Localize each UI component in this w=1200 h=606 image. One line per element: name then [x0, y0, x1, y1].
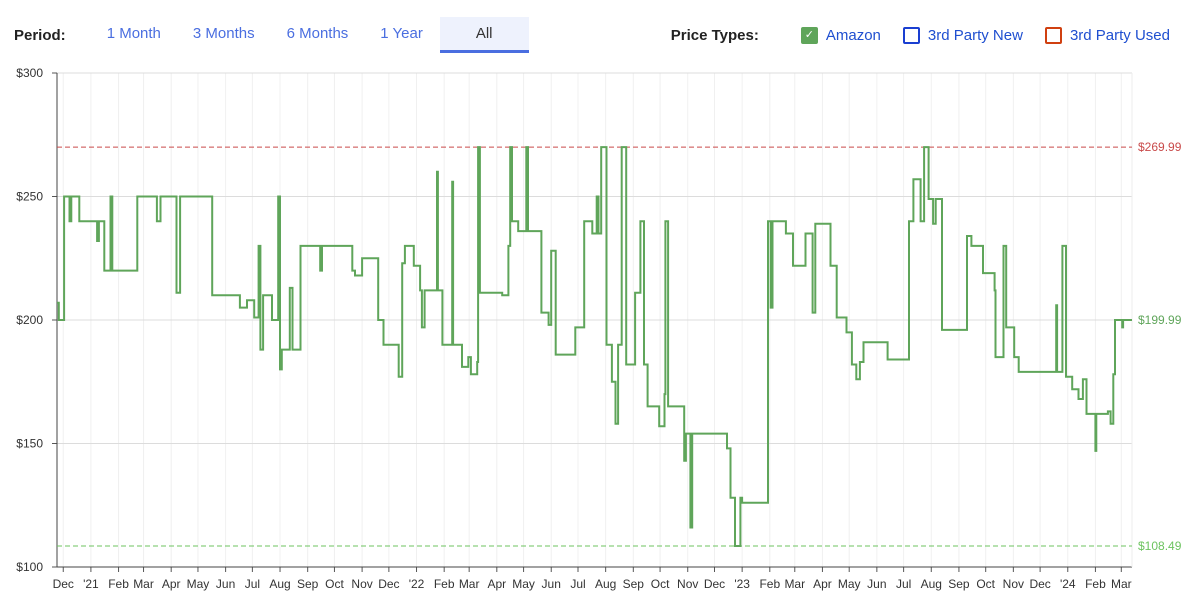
price-types-label: Price Types: [670, 26, 759, 44]
x-tick-label: Nov [1003, 577, 1024, 591]
period-1-year-button[interactable]: 1 Year [380, 25, 423, 42]
y-tick-label: $100 [16, 560, 43, 574]
price-type-3rd-party-used[interactable]: 3rd Party Used [1044, 26, 1170, 44]
price-type-label: Amazon [825, 26, 881, 44]
highest-price-label: $269.99 [1138, 140, 1182, 154]
x-tick-label: May [187, 577, 210, 591]
x-tick-label: '24 [1060, 577, 1076, 591]
period-3-months-button[interactable]: 3 Months [192, 25, 255, 42]
x-tick-label: Feb [108, 577, 129, 591]
x-tick-label: Apr [813, 577, 832, 591]
checkbox-unchecked-icon[interactable] [1044, 26, 1062, 44]
period-1-month-button[interactable]: 1 Month [106, 25, 161, 42]
current-price-label: $199.99 [1138, 313, 1182, 327]
x-tick-label: Jun [867, 577, 886, 591]
price-types-legend: Price Types: ✓ Amazon 3rd Party New 3rd … [671, 16, 1170, 54]
x-tick-label: Jul [570, 577, 585, 591]
y-tick-label: $200 [16, 313, 43, 327]
x-tick-label: Aug [921, 577, 942, 591]
lowest-price-label: $108.49 [1138, 539, 1182, 553]
x-tick-label: Mar [1111, 577, 1132, 591]
x-tick-label: Sep [297, 577, 319, 591]
x-tick-label: Dec [704, 577, 725, 591]
price-type-3rd-party-new[interactable]: 3rd Party New [902, 26, 1023, 44]
x-tick-label: Mar [459, 577, 480, 591]
x-tick-label: Dec [1029, 577, 1050, 591]
x-tick-label: May [512, 577, 535, 591]
x-tick-label: Sep [623, 577, 645, 591]
price-type-label: 3rd Party Used [1069, 26, 1170, 44]
price-type-amazon[interactable]: ✓ Amazon [800, 26, 881, 44]
x-tick-label: Feb [759, 577, 780, 591]
x-tick-label: Mar [784, 577, 805, 591]
checkbox-unchecked-icon[interactable] [902, 26, 920, 44]
x-tick-label: Oct [325, 577, 344, 591]
x-tick-label: Oct [976, 577, 995, 591]
x-tick-label: Dec [378, 577, 399, 591]
x-tick-label: Jul [896, 577, 911, 591]
x-tick-label: Nov [351, 577, 372, 591]
x-tick-label: Jun [542, 577, 561, 591]
x-tick-label: '23 [734, 577, 750, 591]
x-tick-label: Apr [162, 577, 181, 591]
x-tick-label: Apr [487, 577, 506, 591]
x-tick-label: Mar [133, 577, 154, 591]
x-tick-label: Oct [651, 577, 670, 591]
period-6-months-button[interactable]: 6 Months [286, 25, 349, 42]
x-tick-label: Aug [269, 577, 290, 591]
series-line-amazon [57, 146, 1132, 547]
period-label: Period: [14, 26, 66, 44]
period-all-button[interactable]: All [439, 17, 529, 53]
y-tick-label: $300 [16, 66, 43, 80]
period-selector: Period: 1 Month 3 Months 6 Months 1 Year… [14, 16, 531, 54]
price-type-label: 3rd Party New [927, 26, 1023, 44]
x-tick-label: Sep [948, 577, 970, 591]
x-tick-label: '21 [83, 577, 99, 591]
x-tick-label: Jun [216, 577, 235, 591]
x-tick-label: Nov [677, 577, 698, 591]
x-tick-label: Aug [595, 577, 616, 591]
y-tick-label: $150 [16, 437, 43, 451]
x-tick-label: Feb [1085, 577, 1106, 591]
x-tick-label: Dec [53, 577, 74, 591]
x-tick-label: May [838, 577, 861, 591]
y-tick-label: $250 [16, 190, 43, 204]
checkbox-checked-icon[interactable]: ✓ [800, 26, 818, 44]
x-tick-label: '22 [409, 577, 425, 591]
x-tick-label: Feb [434, 577, 455, 591]
x-tick-label: Jul [245, 577, 260, 591]
